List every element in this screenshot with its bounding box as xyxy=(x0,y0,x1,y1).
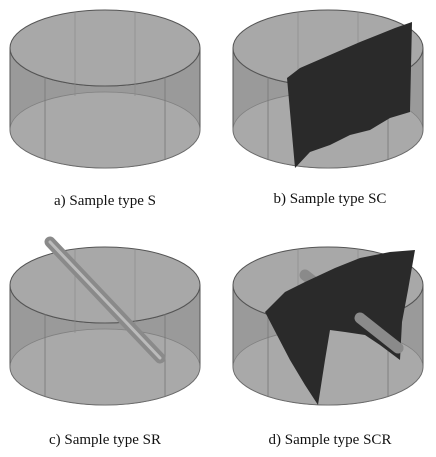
caption: c) Sample type SR xyxy=(49,432,161,448)
crack xyxy=(265,250,415,405)
caption: d) Sample type SCR xyxy=(269,432,392,448)
cylinder xyxy=(9,9,201,169)
rod xyxy=(354,312,404,354)
caption: b) Sample type SC xyxy=(274,191,387,207)
caption: a) Sample type S xyxy=(54,193,156,209)
crack xyxy=(287,22,412,168)
rod-highlight xyxy=(48,240,162,360)
cylinder xyxy=(9,246,201,406)
